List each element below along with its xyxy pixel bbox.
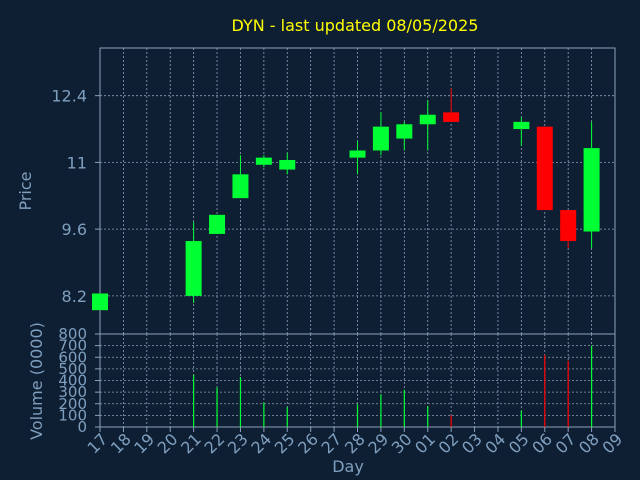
volume-tick-label: 700 bbox=[58, 337, 87, 355]
chart-title: DYN - last updated 08/05/2025 bbox=[232, 16, 479, 35]
x-axis-label: Day bbox=[332, 457, 364, 476]
candle-body bbox=[396, 124, 413, 139]
price-tick-label: 11 bbox=[67, 153, 87, 172]
volume-axis-label: Volume (0000) bbox=[27, 322, 46, 440]
volume-tick-label: 800 bbox=[58, 325, 87, 343]
candle-body bbox=[279, 160, 296, 170]
candle-body bbox=[560, 210, 577, 242]
price-axis-label: Price bbox=[16, 171, 35, 210]
candle-body bbox=[92, 293, 108, 311]
candle-body bbox=[419, 114, 436, 125]
candle-body bbox=[255, 157, 272, 165]
candle-body bbox=[209, 214, 226, 234]
price-tick-label: 12.4 bbox=[51, 87, 87, 106]
candle-body bbox=[185, 241, 202, 296]
volume-tick-label: 300 bbox=[58, 383, 87, 401]
candle-body bbox=[349, 150, 366, 158]
volume-tick-label: 100 bbox=[58, 406, 87, 424]
volume-tick-label: 200 bbox=[58, 395, 87, 413]
price-panel: 8.2 9.6 11 12.4 bbox=[51, 47, 616, 335]
x-axis: 1718192021222324252627282930010203040506… bbox=[83, 427, 626, 457]
candle-body bbox=[232, 174, 249, 199]
candle-body bbox=[372, 126, 389, 151]
candle-body bbox=[443, 112, 460, 122]
price-tick-label: 8.2 bbox=[62, 287, 87, 306]
x-tick-label: 09 bbox=[598, 430, 626, 458]
candle-body bbox=[536, 126, 553, 211]
volume-tick-label: 600 bbox=[58, 348, 87, 366]
candle-body bbox=[513, 121, 530, 130]
volume-tick-label: 500 bbox=[58, 360, 87, 378]
price-tick-label: 9.6 bbox=[62, 220, 87, 239]
volume-tick-label: 0 bbox=[77, 418, 87, 436]
volume-tick-label: 400 bbox=[58, 372, 87, 390]
candle-body bbox=[583, 148, 600, 232]
